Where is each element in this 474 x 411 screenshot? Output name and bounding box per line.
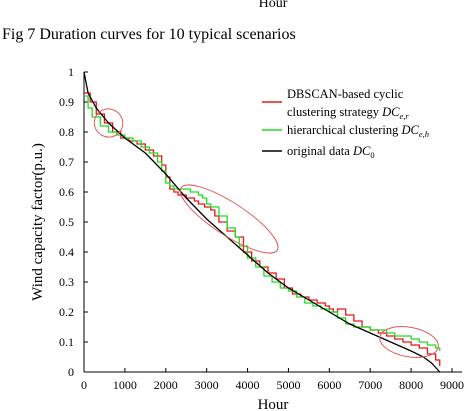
top-cropped-axis-label: Hour	[259, 0, 288, 11]
x-axis-title: Hour	[258, 397, 289, 411]
x-tick-label: 4000	[236, 378, 260, 392]
legend-label-dbscan-line1: DBSCAN-based cyclic	[287, 87, 404, 101]
legend-label-dbscan-line2: clustering strategy DCe,r	[287, 105, 409, 121]
x-tick-label: 7000	[358, 378, 382, 392]
x-tick-label: 2000	[154, 378, 178, 392]
legend: DBSCAN-based cyclic clustering strategy …	[262, 87, 429, 160]
legend-label-original: original data DC0	[287, 144, 375, 160]
series-hierarchical-line	[84, 95, 441, 351]
y-tick-label: 0.4	[59, 245, 74, 259]
y-tick-label: 0	[68, 365, 74, 379]
x-tick-label: 9000	[440, 378, 464, 392]
y-tick-label: 0.5	[59, 215, 74, 229]
y-tick-label: 0.8	[59, 125, 74, 139]
figure-caption: Fig 7 Duration curves for 10 typical sce…	[2, 26, 296, 43]
y-axis-title: Wind capacity factor(p.u.)	[30, 143, 46, 301]
y-tick-label: 0.1	[59, 335, 74, 349]
highlight-ellipse	[179, 184, 279, 254]
y-tick-label: 0.9	[59, 95, 74, 109]
y-tick-label: 0.2	[59, 305, 74, 319]
series-dbscan-line	[84, 92, 441, 366]
y-tick-label: 0.3	[59, 275, 74, 289]
y-tick-label: 1	[68, 65, 74, 79]
x-axis-ticks: 0 1000 2000 3000 4000 5000 6000 7000 8000 9000	[81, 368, 464, 392]
x-tick-label: 0	[81, 378, 87, 392]
x-tick-label: 8000	[399, 378, 423, 392]
plot-area: 0 1000 2000 3000 4000 5000 6000 7000 8000 9000 00…	[59, 65, 464, 392]
x-tick-label: 6000	[317, 378, 341, 392]
x-tick-label: 5000	[276, 378, 300, 392]
y-axis-ticks: 0 0.1 0.2 0.3 0.4 0.5 0.6 0.7 0.8 0.9 1	[59, 65, 88, 379]
x-tick-label: 3000	[195, 378, 219, 392]
legend-label-hierarchical: hierarchical clustering DCe,h	[287, 123, 429, 139]
y-tick-label: 0.7	[59, 155, 74, 169]
highlight-ellipse	[379, 326, 439, 358]
y-tick-label: 0.6	[59, 185, 74, 199]
highlight-ellipses	[93, 108, 439, 358]
x-tick-label: 1000	[113, 378, 137, 392]
highlight-ellipse	[93, 108, 124, 138]
